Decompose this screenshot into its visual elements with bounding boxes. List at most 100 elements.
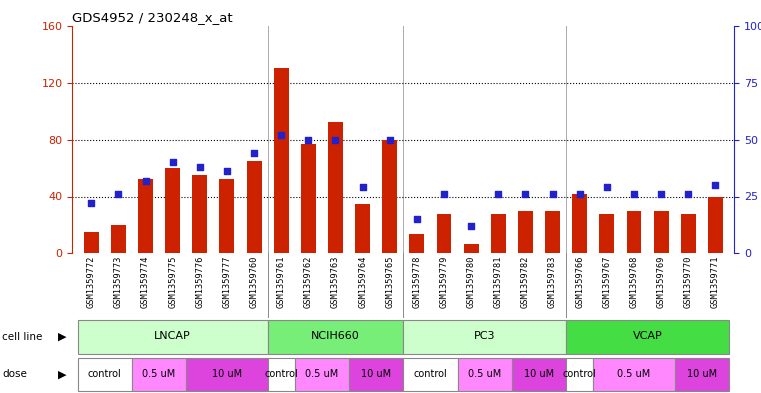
Bar	[78, 320, 268, 354]
Text: GSM1359771: GSM1359771	[711, 255, 720, 308]
Bar	[566, 358, 594, 391]
Bar	[545, 211, 560, 253]
Text: cell line: cell line	[2, 332, 43, 342]
Text: GSM1359770: GSM1359770	[683, 255, 693, 308]
Text: GSM1359781: GSM1359781	[494, 255, 503, 308]
Bar	[382, 140, 397, 253]
Bar	[295, 358, 349, 391]
Point	[113, 191, 125, 197]
Text: GSM1359761: GSM1359761	[277, 255, 285, 308]
Bar	[681, 214, 696, 253]
Point	[465, 223, 477, 229]
Bar	[437, 214, 451, 253]
Text: GSM1359775: GSM1359775	[168, 255, 177, 308]
Text: GSM1359773: GSM1359773	[114, 255, 123, 308]
Bar	[463, 244, 479, 253]
Text: 10 uM: 10 uM	[212, 369, 242, 378]
Text: GSM1359769: GSM1359769	[657, 255, 666, 308]
Point	[411, 216, 423, 222]
Bar	[512, 358, 566, 391]
Text: 0.5 uM: 0.5 uM	[617, 369, 651, 378]
Text: GDS4952 / 230248_x_at: GDS4952 / 230248_x_at	[72, 11, 233, 24]
Bar	[491, 214, 506, 253]
Bar	[403, 320, 566, 354]
Point	[682, 191, 694, 197]
Point	[330, 136, 342, 143]
Bar	[84, 232, 99, 253]
Point	[275, 132, 288, 138]
Text: 10 uM: 10 uM	[361, 369, 391, 378]
Bar	[572, 194, 587, 253]
Text: GSM1359780: GSM1359780	[466, 255, 476, 308]
Point	[438, 191, 450, 197]
Point	[194, 164, 206, 170]
Text: GSM1359779: GSM1359779	[440, 255, 448, 308]
Text: dose: dose	[2, 369, 27, 379]
Point	[628, 191, 640, 197]
Bar	[111, 225, 126, 253]
Point	[139, 177, 151, 184]
Point	[574, 191, 586, 197]
Text: GSM1359762: GSM1359762	[304, 255, 313, 308]
Point	[248, 150, 260, 156]
Bar	[675, 358, 729, 391]
Bar	[349, 358, 403, 391]
Text: PC3: PC3	[474, 331, 495, 341]
Text: control: control	[264, 369, 298, 378]
Bar	[165, 168, 180, 253]
Text: 0.5 uM: 0.5 uM	[142, 369, 176, 378]
Bar	[328, 122, 343, 253]
Text: GSM1359774: GSM1359774	[141, 255, 150, 308]
Point	[709, 182, 721, 188]
Text: GSM1359772: GSM1359772	[87, 255, 96, 308]
Text: ▶: ▶	[58, 332, 66, 342]
Bar	[600, 214, 614, 253]
Bar	[132, 358, 186, 391]
Text: GSM1359764: GSM1359764	[358, 255, 367, 308]
Bar	[138, 179, 153, 253]
Bar	[274, 68, 288, 253]
Bar	[566, 320, 729, 354]
Bar	[193, 175, 207, 253]
Bar	[268, 358, 295, 391]
Text: 0.5 uM: 0.5 uM	[305, 369, 339, 378]
Bar	[219, 179, 234, 253]
Bar	[355, 204, 370, 253]
Text: GSM1359768: GSM1359768	[629, 255, 638, 308]
Point	[221, 168, 233, 174]
Text: control: control	[563, 369, 597, 378]
Text: control: control	[88, 369, 122, 378]
Text: VCAP: VCAP	[632, 331, 662, 341]
Text: GSM1359765: GSM1359765	[385, 255, 394, 308]
Bar	[186, 358, 268, 391]
Text: 10 uM: 10 uM	[686, 369, 717, 378]
Text: GSM1359766: GSM1359766	[575, 255, 584, 308]
Bar	[268, 320, 403, 354]
Text: 10 uM: 10 uM	[524, 369, 554, 378]
Text: GSM1359763: GSM1359763	[331, 255, 340, 308]
Bar	[247, 161, 262, 253]
Point	[167, 159, 179, 165]
Bar	[594, 358, 675, 391]
Text: GSM1359760: GSM1359760	[250, 255, 259, 308]
Point	[85, 200, 97, 206]
Point	[519, 191, 531, 197]
Bar	[626, 211, 642, 253]
Point	[600, 184, 613, 191]
Text: GSM1359783: GSM1359783	[548, 255, 557, 308]
Text: GSM1359777: GSM1359777	[222, 255, 231, 308]
Point	[384, 136, 396, 143]
Bar	[403, 358, 457, 391]
Bar	[78, 358, 132, 391]
Text: GSM1359776: GSM1359776	[196, 255, 204, 308]
Text: ▶: ▶	[58, 369, 66, 379]
Text: GSM1359778: GSM1359778	[412, 255, 422, 308]
Text: GSM1359782: GSM1359782	[521, 255, 530, 308]
Text: 0.5 uM: 0.5 uM	[468, 369, 501, 378]
Point	[302, 136, 314, 143]
Text: LNCAP: LNCAP	[154, 331, 191, 341]
Point	[655, 191, 667, 197]
Bar	[457, 358, 512, 391]
Bar	[518, 211, 533, 253]
Text: NCIH660: NCIH660	[311, 331, 360, 341]
